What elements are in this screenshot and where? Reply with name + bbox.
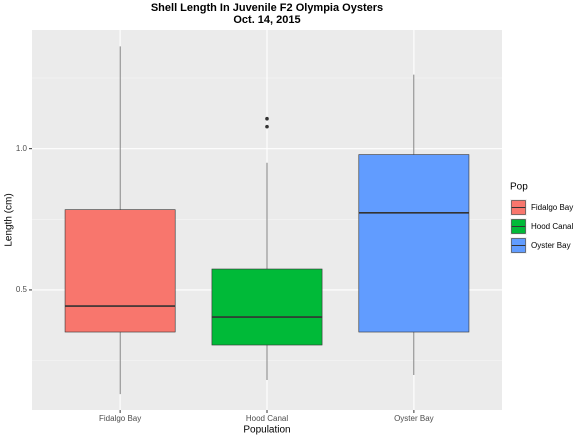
y-tick-label: 1.0 xyxy=(16,144,28,153)
x-tick-label: Hood Canal xyxy=(246,414,288,423)
box xyxy=(358,154,470,333)
chart-subtitle: Oct. 14, 2015 xyxy=(233,14,300,26)
chart-title: Shell Length In Juvenile F2 Olympia Oyst… xyxy=(151,2,383,14)
legend-label: Hood Canal xyxy=(531,222,573,231)
legend-label: Fidalgo Bay xyxy=(531,203,573,212)
x-tick-label: Fidalgo Bay xyxy=(99,414,141,423)
x-tick-label: Oyster Bay xyxy=(394,414,434,423)
y-axis-title: Length (cm) xyxy=(4,193,15,246)
y-tick-label: 0.5 xyxy=(16,285,28,294)
outlier xyxy=(265,124,269,129)
box xyxy=(64,209,176,333)
box xyxy=(211,268,323,346)
legend-label: Oyster Bay xyxy=(531,241,571,250)
outlier xyxy=(265,116,269,121)
marks xyxy=(64,46,470,395)
legend-title: Pop xyxy=(510,182,528,193)
x-axis-title: Population xyxy=(243,425,290,436)
